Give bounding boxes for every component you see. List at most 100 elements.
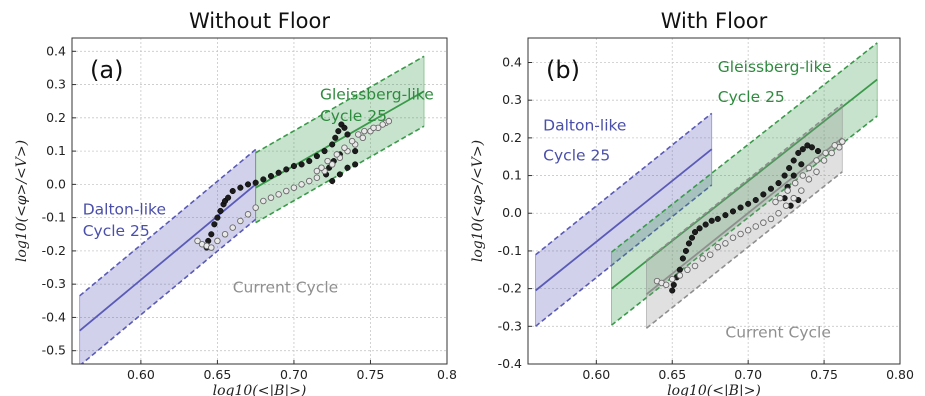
data-point: [341, 144, 348, 152]
band-lower-edge: [535, 184, 713, 327]
data-point: [229, 224, 236, 231]
band-center-line: [535, 148, 713, 292]
data-point: [781, 172, 788, 179]
data-point: [354, 131, 362, 138]
x-tick-label: 0.60: [582, 367, 610, 382]
data-point: [839, 138, 846, 145]
data-point: [708, 217, 715, 224]
data-point: [217, 207, 224, 215]
y-tick-label: 0.1: [46, 143, 66, 158]
annotation: Current Cycle: [725, 324, 831, 342]
data-point: [784, 187, 791, 194]
data-point: [813, 157, 820, 164]
y-tick-label: 0.1: [502, 168, 522, 183]
data-point: [682, 247, 689, 254]
data-point: [290, 163, 297, 170]
series-hollow: [194, 117, 393, 251]
data-point: [799, 146, 806, 153]
x-tick-label: 0.80: [886, 367, 914, 382]
y-tick-label: -0.1: [498, 243, 522, 258]
data-point: [352, 161, 359, 168]
y-tick-label: -0.1: [42, 210, 66, 225]
data-point: [328, 161, 336, 168]
data-point: [313, 153, 320, 160]
data-point: [669, 287, 676, 294]
data-point: [668, 275, 676, 283]
chart-title: With Floor: [661, 9, 768, 33]
data-point: [290, 184, 298, 191]
grid: [72, 38, 448, 364]
data-point: [359, 134, 367, 142]
chart-panel-a: Without Floor 0.60 0.65 0.70 0.75 0.8 -0.5 -0.4…: [14, 9, 457, 396]
data-point: [813, 168, 820, 176]
data-point: [714, 215, 721, 222]
data-point: [214, 237, 221, 245]
x-tick-label: 0.8: [437, 367, 457, 382]
data-point: [275, 191, 282, 198]
data-point: [814, 148, 822, 155]
plot-frame: [71, 37, 448, 365]
data-point: [691, 229, 699, 236]
data-point: [321, 148, 328, 155]
data-point: [244, 181, 252, 188]
plot-frame: [527, 37, 901, 365]
data-point: [260, 197, 267, 205]
annotation: Gleissberg-like: [718, 58, 832, 76]
data-point: [822, 149, 829, 157]
band-upper-edge: [645, 103, 843, 261]
data-point: [772, 198, 779, 206]
annotation: Cycle 25: [83, 222, 150, 240]
data-point: [790, 157, 797, 164]
data-point: [237, 217, 244, 225]
data-point: [799, 172, 807, 179]
band-1: [255, 55, 425, 224]
chart-panel-b: With Floor 0.60 0.65 0.70 0.75 0.80 -0.4 -0.3 -0…: [470, 9, 914, 396]
band-lower-edge: [645, 171, 843, 329]
data-point: [379, 121, 386, 128]
data-point: [820, 157, 828, 164]
data-point: [318, 164, 325, 171]
y-tick-label: -0.3: [498, 318, 522, 333]
data-point: [775, 180, 782, 187]
band-upper-edge: [79, 148, 257, 297]
data-point: [767, 185, 774, 192]
data-point: [760, 191, 767, 198]
data-point: [237, 184, 244, 191]
data-point: [361, 127, 368, 135]
data-point: [329, 141, 336, 148]
data-point: [662, 281, 670, 289]
data-point: [344, 164, 351, 171]
data-point: [776, 194, 784, 202]
data-point: [267, 173, 275, 180]
data-point: [684, 266, 691, 274]
data-point: [737, 204, 744, 211]
x-tick-label: 0.70: [280, 367, 308, 382]
data-point: [214, 214, 221, 221]
data-point: [798, 187, 805, 194]
band-0: [79, 148, 257, 364]
y-tick-label: -0.2: [498, 281, 522, 296]
series-filled: [203, 121, 359, 251]
y-tick-label: -0.2: [42, 243, 66, 258]
data-point: [702, 221, 709, 228]
data-point: [324, 157, 331, 165]
data-point: [714, 243, 722, 251]
data-point: [805, 164, 813, 172]
band-0: [535, 112, 713, 327]
y-axis-label: log10(<φ>/<V>): [470, 140, 486, 262]
data-point: [696, 225, 703, 232]
data-point: [208, 244, 215, 251]
x-tick-label: 0.65: [658, 367, 686, 382]
data-point: [306, 158, 313, 165]
data-point: [676, 272, 684, 279]
y-tick-label: 0.2: [502, 130, 522, 145]
y-tick-label: 0.2: [46, 110, 66, 125]
data-point: [352, 148, 359, 155]
y-tick-label: 0.4: [502, 54, 522, 69]
data-point: [760, 219, 767, 226]
data-point: [828, 149, 835, 157]
data-point: [790, 194, 797, 202]
data-point: [722, 240, 729, 247]
data-point: [791, 179, 799, 187]
